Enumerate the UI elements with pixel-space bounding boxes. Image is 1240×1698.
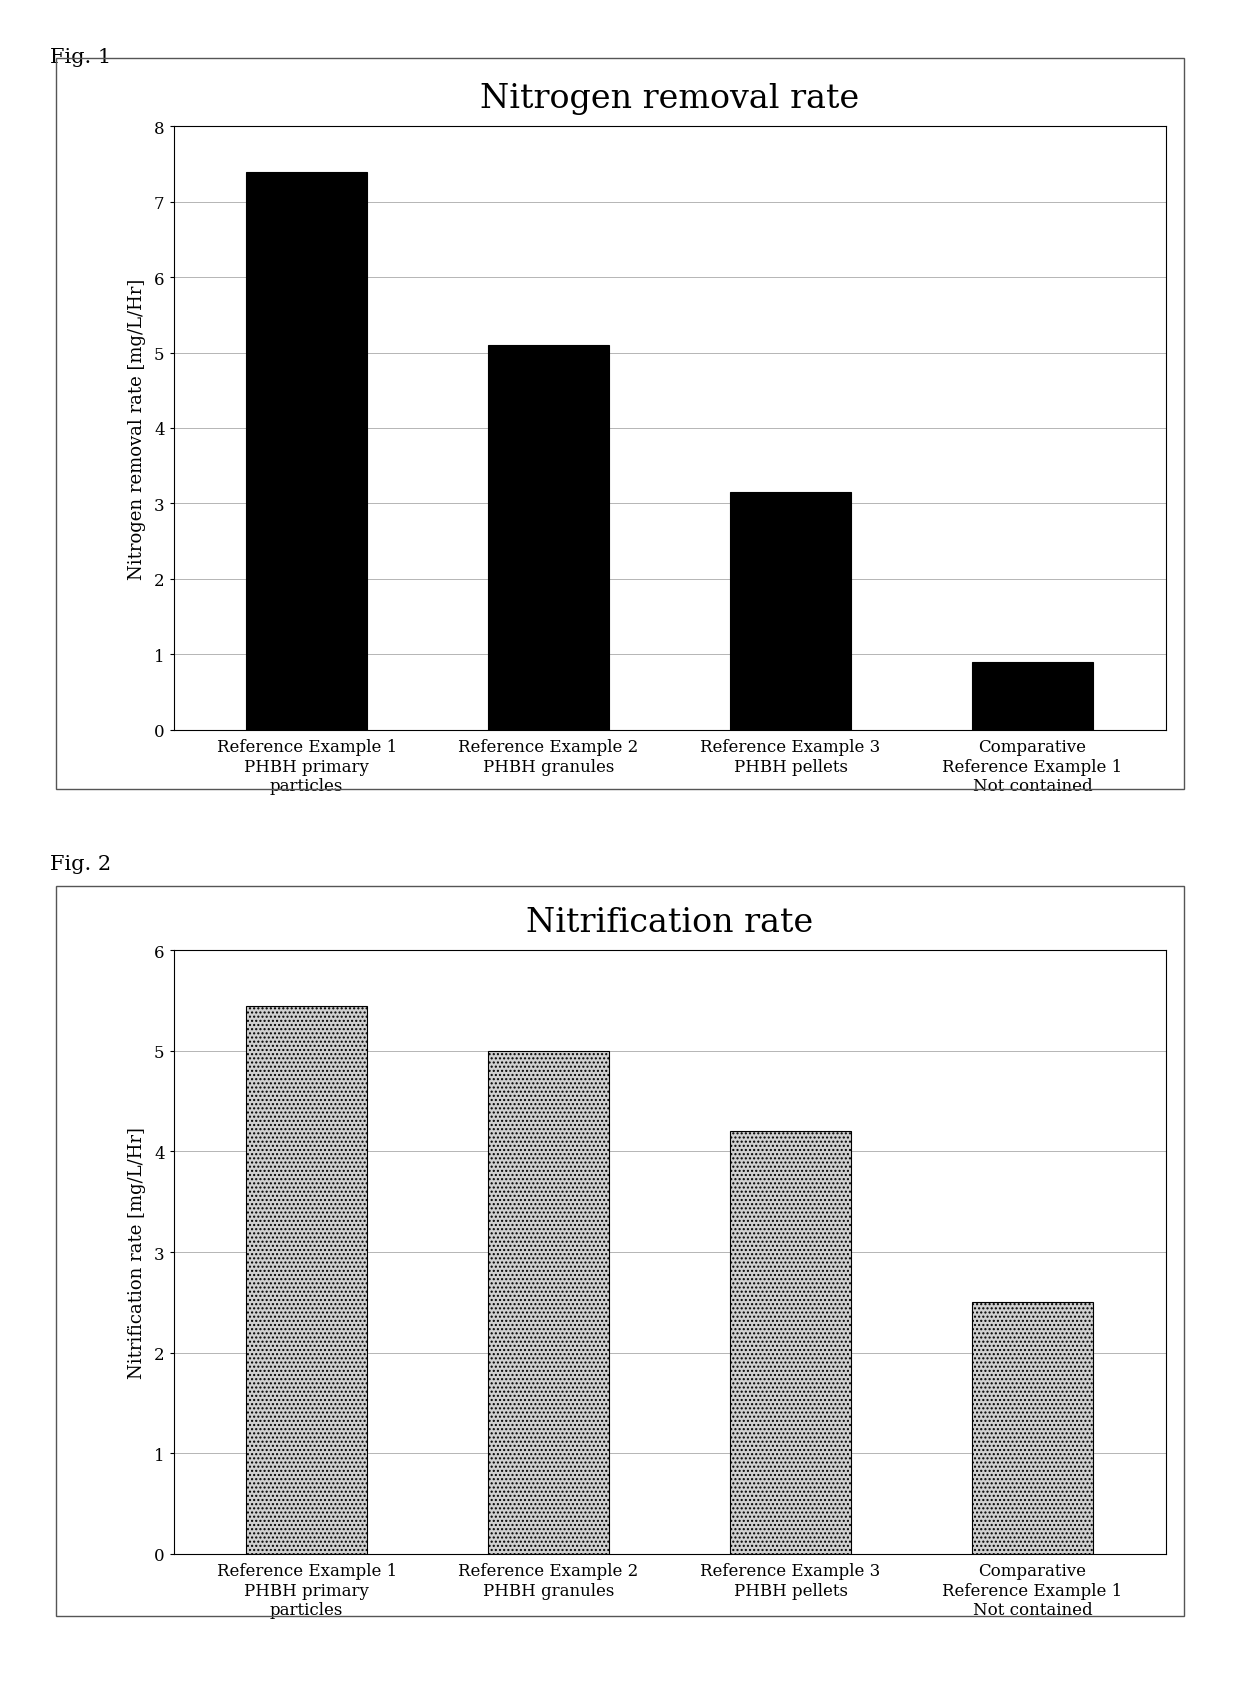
Bar <box>489 1051 609 1554</box>
Bar <box>247 173 367 730</box>
Bar <box>489 346 609 730</box>
Y-axis label: Nitrification rate [mg/L/Hr]: Nitrification rate [mg/L/Hr] <box>128 1126 145 1379</box>
Title: Nitrogen removal rate: Nitrogen removal rate <box>480 83 859 115</box>
Bar <box>247 1007 367 1554</box>
Bar <box>972 662 1092 730</box>
Text: Fig. 2: Fig. 2 <box>50 854 110 873</box>
Y-axis label: Nitrogen removal rate [mg/L/Hr]: Nitrogen removal rate [mg/L/Hr] <box>128 278 145 579</box>
Title: Nitrification rate: Nitrification rate <box>526 907 813 939</box>
Bar <box>730 1131 851 1554</box>
Text: Fig. 1: Fig. 1 <box>50 48 110 66</box>
Bar <box>730 492 851 730</box>
Bar <box>972 1302 1092 1554</box>
